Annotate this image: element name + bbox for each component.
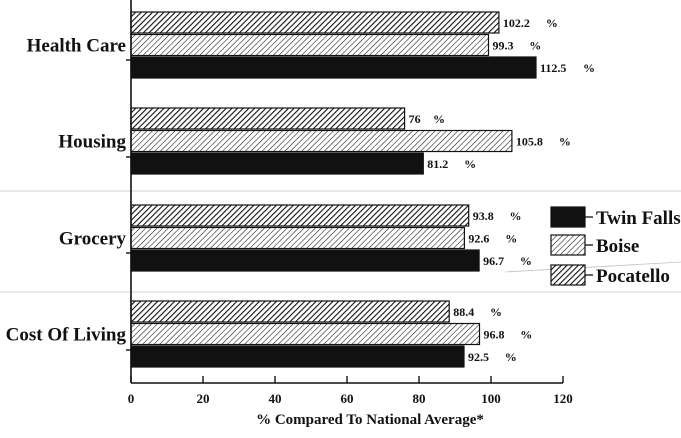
legend-swatch-pocatello — [550, 264, 586, 286]
x-axis-label: % Compared To National Average* — [256, 412, 484, 428]
value-label-health-care-twin-falls: 112.5 — [540, 61, 566, 75]
percent-sign: % — [505, 350, 517, 364]
percent-sign: % — [559, 135, 571, 149]
legend-item-twin-falls: Twin Falls — [550, 206, 681, 229]
percent-sign: % — [520, 254, 532, 268]
percent-sign: % — [583, 61, 595, 75]
legend-swatch-boise — [550, 234, 586, 256]
value-label-cost-of-living-twin-falls: 92.5 — [468, 350, 489, 364]
x-tick-label: 0 — [128, 391, 135, 406]
bar-housing-pocatello — [130, 107, 406, 130]
category-label-grocery: Grocery — [59, 229, 127, 250]
value-label-cost-of-living-boise: 96.8 — [484, 328, 505, 342]
percent-sign: % — [529, 39, 541, 53]
legend-label-twin-falls: Twin Falls — [596, 208, 681, 229]
bar-health-care-pocatello — [130, 11, 500, 34]
bar-health-care-boise — [130, 33, 490, 57]
bars-layer — [130, 11, 537, 368]
value-label-grocery-twin-falls: 96.7 — [483, 254, 504, 268]
value-label-health-care-boise: 99.3 — [493, 39, 514, 53]
percent-sign: % — [546, 16, 558, 30]
category-label-health-care: Health Care — [27, 36, 126, 57]
legend-item-boise: Boise — [550, 234, 639, 257]
value-label-housing-pocatello: 76 — [409, 112, 421, 126]
legend-swatch-twin-falls — [550, 206, 586, 228]
bar-cost-of-living-twin-falls — [130, 345, 465, 368]
percent-sign: % — [490, 305, 502, 319]
percent-sign: % — [433, 112, 445, 126]
percent-sign: % — [505, 232, 517, 246]
x-tick-label: 20 — [197, 391, 210, 406]
value-label-housing-twin-falls: 81.2 — [427, 157, 448, 171]
x-tick-label: 100 — [481, 391, 501, 406]
value-label-health-care-pocatello: 102.2 — [503, 16, 530, 30]
bar-grocery-twin-falls — [130, 249, 480, 272]
value-labels-layer: 102.2 % 99.3 % 112.5 % 76 % 105.8 % 81.2 % 93.8 % 92.6… — [409, 16, 595, 364]
x-tick-label: 40 — [269, 391, 282, 406]
x-tick-label: 60 — [341, 391, 354, 406]
x-tick-label: 120 — [553, 391, 573, 406]
percent-sign: % — [464, 157, 476, 171]
bar-housing-boise — [130, 129, 513, 153]
value-label-grocery-boise: 92.6 — [468, 232, 489, 246]
percent-sign: % — [520, 328, 532, 342]
background-scan-lines — [0, 190, 681, 293]
legend-label-boise: Boise — [596, 236, 639, 257]
axes-layer: 0 20 40 60 80 100 120 — [126, 0, 573, 406]
legend-label-pocatello: Pocatello — [596, 266, 670, 287]
bar-grocery-boise — [130, 226, 465, 250]
category-label-housing: Housing — [58, 132, 126, 153]
bar-health-care-twin-falls — [130, 56, 537, 79]
percent-sign: % — [510, 209, 522, 223]
category-label-cost-of-living: Cost Of Living — [6, 325, 127, 346]
value-label-grocery-pocatello: 93.8 — [473, 209, 494, 223]
legend: Twin Falls Boise Pocatello — [550, 206, 681, 287]
bar-grocery-pocatello — [130, 204, 470, 227]
bar-housing-twin-falls — [130, 152, 424, 175]
legend-item-pocatello: Pocatello — [550, 264, 670, 287]
category-labels-layer: Health Care Housing Grocery Cost Of Living — [6, 36, 127, 346]
bar-cost-of-living-boise — [130, 322, 481, 346]
x-tick-label: 80 — [413, 391, 426, 406]
value-label-cost-of-living-pocatello: 88.4 — [453, 305, 474, 319]
value-label-housing-boise: 105.8 — [516, 135, 543, 149]
bar-cost-of-living-pocatello — [130, 300, 450, 323]
